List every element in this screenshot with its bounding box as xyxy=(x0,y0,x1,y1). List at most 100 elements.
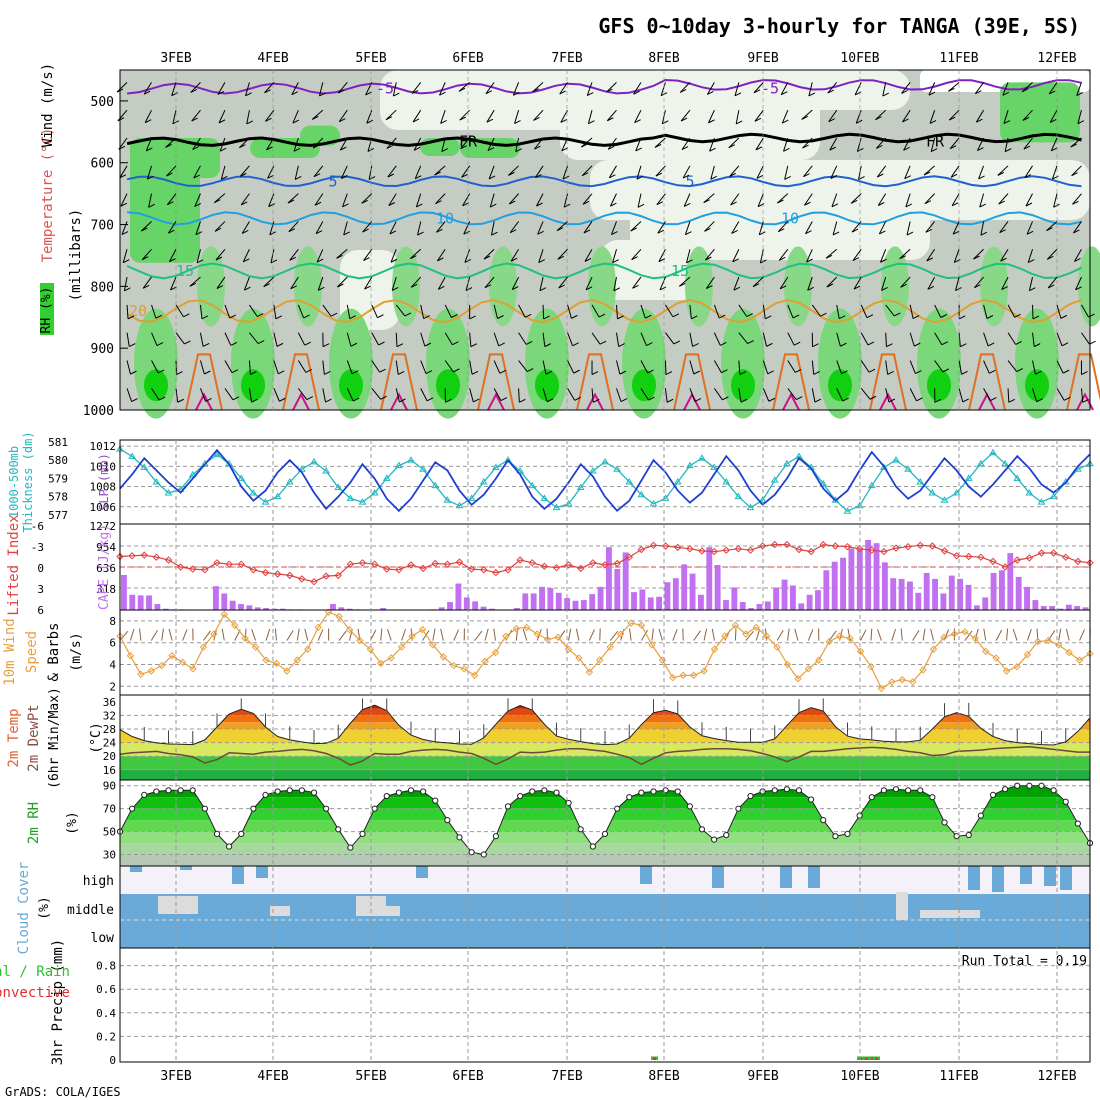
wind-barb xyxy=(978,175,985,180)
wind-barb xyxy=(831,193,838,207)
wind-barb xyxy=(250,371,257,375)
rh-line-marker xyxy=(262,791,269,799)
rh-line-marker xyxy=(432,797,439,804)
wind-speed-line-marker xyxy=(158,661,166,670)
wind-barb xyxy=(444,332,453,345)
wind-barb xyxy=(708,109,715,124)
wind-barb xyxy=(990,397,997,402)
lifted-index-line-marker xyxy=(880,547,888,556)
wind-barb xyxy=(598,313,606,318)
wind-barb xyxy=(706,285,713,290)
wind-barb xyxy=(146,147,153,152)
wind-barb xyxy=(952,221,960,235)
wind-barb xyxy=(297,332,306,346)
wind-barb xyxy=(645,314,652,319)
wind-barb xyxy=(189,282,197,287)
wind-barb xyxy=(560,118,567,123)
wind-barb xyxy=(1001,286,1008,291)
wind-barb xyxy=(633,90,640,95)
wind-barb xyxy=(195,221,201,235)
thickness-line-marker xyxy=(710,463,719,470)
wind-barb xyxy=(665,304,674,318)
rh-line-marker xyxy=(383,792,390,800)
wind-barb xyxy=(191,109,201,122)
wind-barb xyxy=(974,276,984,288)
date-label-bottom: 9FEB xyxy=(747,1069,778,1084)
wind-barb xyxy=(273,304,277,319)
wind-speed-line-marker xyxy=(940,633,948,641)
wind-barb xyxy=(705,276,715,289)
wind-barb xyxy=(831,203,839,208)
wind-barb xyxy=(1077,120,1085,125)
rh-line-marker xyxy=(1062,798,1069,805)
wind-barb xyxy=(297,304,305,319)
temperature-contour-label: 15 xyxy=(176,262,194,280)
wind-barb xyxy=(976,137,985,151)
wind-barb xyxy=(807,276,813,291)
temperature-contour xyxy=(127,211,1082,226)
temperature-contour-label: 5 xyxy=(685,172,694,190)
wind-barb xyxy=(636,165,642,180)
wind-speed-line-marker xyxy=(971,634,979,643)
wind-barb xyxy=(1027,249,1034,263)
rh-line-marker xyxy=(771,787,778,794)
warm-contour xyxy=(380,353,418,411)
wind-barb xyxy=(1004,137,1009,152)
warm-contour xyxy=(576,353,614,411)
wind-barb xyxy=(243,276,250,291)
temperature-tick-label: 16 xyxy=(103,764,116,777)
wind-barb xyxy=(658,249,666,262)
wind-barb xyxy=(1032,360,1036,375)
wind-barb xyxy=(983,304,988,319)
wind-barb xyxy=(291,82,299,95)
thickness-line-marker xyxy=(407,456,415,463)
wind-barb xyxy=(829,146,836,151)
wind-barb xyxy=(1047,284,1055,289)
rh-line-marker xyxy=(189,787,196,794)
cape-bar xyxy=(798,603,805,610)
wind-barb xyxy=(640,360,648,374)
surface-wind-barb xyxy=(150,629,158,641)
wind-barb xyxy=(567,304,572,319)
wind-barb xyxy=(900,276,911,288)
cape-bar xyxy=(1057,608,1064,610)
wind-barb xyxy=(119,165,128,179)
warm-contour xyxy=(968,353,1006,411)
wind-barb xyxy=(1076,82,1082,96)
wind-barb xyxy=(343,231,350,236)
wind-barb xyxy=(585,286,593,291)
wind-barb xyxy=(836,332,841,347)
wind-barb xyxy=(753,89,761,94)
wind-barb xyxy=(148,203,155,208)
rh-line-marker xyxy=(820,817,827,824)
surface-wind-barb xyxy=(755,628,761,641)
cape-bar xyxy=(1065,604,1072,610)
surface-wind-barb xyxy=(1065,628,1070,641)
cape-bar xyxy=(622,552,629,610)
wind-barb xyxy=(631,256,638,261)
wind-barb xyxy=(927,276,936,290)
wind-barb xyxy=(804,193,813,206)
wind-barb xyxy=(607,137,617,150)
wind-barb xyxy=(591,388,594,403)
wind-barb xyxy=(787,360,796,373)
cape-bar xyxy=(982,597,989,610)
wind-barbs-label: & Barbs xyxy=(46,622,62,681)
lifted-index-line-marker xyxy=(201,566,209,574)
wind-barb xyxy=(270,259,278,264)
wind-barb xyxy=(270,249,275,264)
wind-speed-line-marker xyxy=(877,684,886,693)
wind-barb xyxy=(850,199,858,204)
wind-barb xyxy=(1056,360,1064,374)
wind-barb xyxy=(942,368,950,373)
temperature-contour xyxy=(126,262,1082,280)
cape-bar xyxy=(764,601,771,610)
wind-barb xyxy=(903,146,910,151)
wind-barb xyxy=(664,388,668,403)
thickness-line-marker xyxy=(576,483,585,490)
wind-barb xyxy=(465,287,473,292)
wind-barb xyxy=(611,231,618,235)
wind-barb xyxy=(885,304,895,317)
high-cloud-background xyxy=(120,866,1090,894)
wind-barb xyxy=(239,165,250,177)
